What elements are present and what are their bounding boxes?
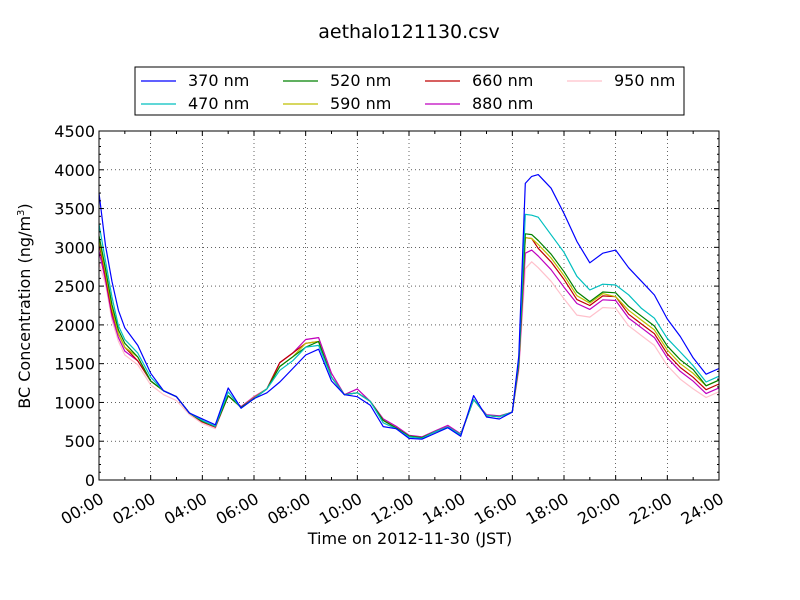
grid-lines bbox=[99, 131, 719, 480]
legend-label: 590 nm bbox=[330, 94, 391, 113]
chart-title: aethalo121130.csv bbox=[318, 21, 500, 43]
series-line-370-nm bbox=[98, 174, 720, 440]
y-tick-label: 4500 bbox=[54, 122, 95, 141]
y-tick-label: 4000 bbox=[54, 161, 95, 180]
series-lines bbox=[98, 174, 720, 440]
y-axis-label-superscript: 3 bbox=[16, 210, 27, 216]
y-tick-label: 1500 bbox=[54, 355, 95, 374]
x-tick-label: 10:00 bbox=[316, 489, 365, 529]
y-tick-label: 0 bbox=[85, 471, 95, 490]
x-axis-ticks: 00:00 02:00 04:00 06:00 08:00 10:00 12:00 14:00… bbox=[58, 131, 727, 529]
x-tick-label: 24:00 bbox=[678, 489, 727, 529]
legend: 370 nm 470 nm 520 nm 590 nm 660 nm 880 nm 950 … bbox=[134, 66, 685, 116]
legend-label: 470 nm bbox=[188, 94, 249, 113]
y-tick-label: 500 bbox=[64, 432, 95, 451]
y-tick-label: 1000 bbox=[54, 393, 95, 412]
y-axis-label-close: ) bbox=[15, 203, 34, 209]
y-axis-label: BC Concentration (ng/m3) bbox=[15, 203, 34, 408]
x-tick-label: 06:00 bbox=[213, 489, 262, 529]
series-line-950-nm bbox=[98, 261, 720, 438]
y-tick-label: 3000 bbox=[54, 238, 95, 257]
y-axis-ticks: 0 500 1000 1500 2000 2500 3000 3500 4000 4500 bbox=[54, 122, 719, 490]
y-tick-label: 3500 bbox=[54, 200, 95, 219]
x-tick-label: 02:00 bbox=[109, 489, 158, 529]
x-tick-label: 16:00 bbox=[471, 489, 520, 529]
y-tick-label: 2000 bbox=[54, 316, 95, 335]
x-tick-label: 18:00 bbox=[523, 489, 572, 529]
y-tick-label: 2500 bbox=[54, 277, 95, 296]
legend-box bbox=[134, 66, 685, 116]
x-tick-label: 04:00 bbox=[161, 489, 210, 529]
legend-label: 950 nm bbox=[614, 71, 675, 90]
legend-label: 660 nm bbox=[472, 71, 533, 90]
x-tick-label: 12:00 bbox=[368, 489, 417, 529]
x-tick-label: 08:00 bbox=[264, 489, 313, 529]
x-tick-label: 22:00 bbox=[626, 489, 675, 529]
legend-label: 880 nm bbox=[472, 94, 533, 113]
x-tick-label: 00:00 bbox=[58, 489, 107, 529]
x-tick-label: 20:00 bbox=[574, 489, 623, 529]
legend-label: 520 nm bbox=[330, 71, 391, 90]
legend-label: 370 nm bbox=[188, 71, 249, 90]
y-axis-label-main: BC Concentration (ng/m bbox=[15, 216, 34, 409]
x-axis-label: Time on 2012-11-30 (JST) bbox=[307, 529, 512, 548]
x-tick-label: 14:00 bbox=[419, 489, 468, 529]
